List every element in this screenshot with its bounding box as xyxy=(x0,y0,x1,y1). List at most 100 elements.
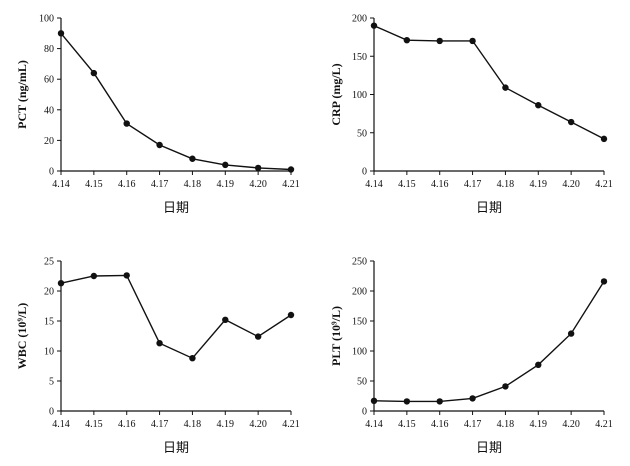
x-tick-label: 4.16 xyxy=(431,179,449,190)
y-axis-title: PCT (ng/mL) xyxy=(15,60,29,129)
x-tick-label: 4.20 xyxy=(562,179,580,190)
data-point xyxy=(469,37,476,45)
x-tick-label: 4.17 xyxy=(151,179,169,190)
x-tick-label: 4.20 xyxy=(249,419,267,430)
x-tick-label: 4.21 xyxy=(595,179,613,190)
data-point xyxy=(156,340,163,347)
x-tick-label: 4.15 xyxy=(398,179,416,190)
y-tick-label: 250 xyxy=(352,257,367,268)
data-point xyxy=(156,141,163,149)
x-tick-label: 4.20 xyxy=(562,419,580,430)
data-point xyxy=(254,164,262,172)
x-tick-label: 4.17 xyxy=(464,179,482,190)
x-tick-label: 4.15 xyxy=(85,419,103,430)
x-tick-label: 4.18 xyxy=(184,419,202,430)
data-point xyxy=(189,155,196,162)
data-point xyxy=(370,22,378,29)
data-point xyxy=(90,272,98,280)
y-tick-label: 200 xyxy=(352,287,367,298)
x-tick-label: 4.15 xyxy=(398,419,416,430)
x-tick-label: 4.17 xyxy=(151,419,169,430)
series-line xyxy=(373,281,605,403)
y-tick-label: 20 xyxy=(44,136,54,147)
x-tick-label: 4.18 xyxy=(497,179,515,190)
y-tick-label: 100 xyxy=(352,347,367,358)
data-point xyxy=(57,30,65,37)
y-tick-label: 100 xyxy=(352,90,367,101)
y-tick-label: 40 xyxy=(44,105,54,116)
x-tick-label: 4.17 xyxy=(464,419,482,430)
x-tick-label: 4.21 xyxy=(282,419,300,430)
data-point xyxy=(287,311,295,319)
data-point xyxy=(567,118,575,126)
data-point xyxy=(600,135,608,143)
data-point xyxy=(123,272,130,279)
y-axis-title: PLT (10⁹/L) xyxy=(329,306,343,366)
data-point xyxy=(502,383,509,390)
x-tick-label: 4.14 xyxy=(365,179,383,190)
y-tick-label: 50 xyxy=(357,377,367,388)
data-point xyxy=(502,84,509,91)
x-tick-label: 4.20 xyxy=(249,179,267,190)
data-point xyxy=(123,120,130,127)
x-tick-label: 4.16 xyxy=(118,419,136,430)
chart-panel-1: 0 20 40 60 80 100 4.14 4.15 4.16 4.17 4.18 4.19 4.20… xyxy=(15,14,300,217)
y-tick-label: 5 xyxy=(49,377,54,388)
y-tick-label: 50 xyxy=(357,128,367,139)
y-tick-label: 0 xyxy=(49,407,54,418)
data-point xyxy=(287,166,295,173)
data-point xyxy=(403,398,411,405)
data-point xyxy=(436,398,443,405)
y-tick-label: 25 xyxy=(44,257,54,268)
data-point xyxy=(469,395,476,402)
y-tick-label: 0 xyxy=(362,407,367,418)
y-tick-label: 80 xyxy=(44,44,54,55)
x-tick-label: 4.18 xyxy=(184,179,202,190)
x-tick-label: 4.21 xyxy=(595,419,613,430)
data-point xyxy=(222,316,229,323)
data-point xyxy=(189,355,196,362)
y-tick-label: 10 xyxy=(44,347,54,358)
series-line xyxy=(60,32,292,171)
data-point xyxy=(403,36,411,44)
y-tick-label: 60 xyxy=(44,75,54,86)
y-tick-label: 20 xyxy=(44,287,54,298)
x-tick-label: 4.14 xyxy=(365,419,383,430)
x-tick-label: 4.14 xyxy=(52,419,70,430)
data-point xyxy=(567,330,575,337)
data-point xyxy=(254,333,262,340)
data-point xyxy=(436,37,443,45)
y-tick-label: 100 xyxy=(39,14,54,25)
x-tick-label: 4.15 xyxy=(85,179,103,190)
x-tick-label: 4.19 xyxy=(217,179,235,190)
chart-panel-3: 0 5 10 15 20 25 4.14 4.15 4.16 4.17 4.18 4.19 4.20 4.… xyxy=(15,257,300,457)
x-tick-label: 4.16 xyxy=(431,419,449,430)
y-tick-label: 150 xyxy=(352,52,367,63)
y-tick-label: 200 xyxy=(352,14,367,25)
x-tick-label: 4.16 xyxy=(118,179,136,190)
data-point xyxy=(535,102,542,109)
x-tick-label: 4.19 xyxy=(217,419,235,430)
chart-panel-2: 0 50 100 150 200 4.14 4.15 4.16 4.17 4.18 4.19 4.20… xyxy=(329,14,613,217)
chart-panel-4: 0 50 100 150 200 250 4.14 4.15 4.16 4.17 4.18 4.19 4… xyxy=(329,257,613,457)
y-tick-label: 15 xyxy=(44,317,54,328)
y-tick-label: 0 xyxy=(362,167,367,178)
data-point xyxy=(535,361,542,368)
x-axis-title: 日期 xyxy=(163,441,189,456)
data-point xyxy=(600,278,608,285)
x-tick-label: 4.21 xyxy=(282,179,300,190)
x-tick-label: 4.19 xyxy=(530,179,548,190)
data-point xyxy=(370,397,378,404)
x-axis-title: 日期 xyxy=(163,201,189,216)
y-axis-title: WBC (10⁹/L) xyxy=(15,303,29,370)
x-axis-title: 日期 xyxy=(476,441,502,456)
data-point xyxy=(90,69,98,77)
data-point xyxy=(222,161,229,169)
series-line xyxy=(60,274,292,360)
series-line xyxy=(373,25,605,140)
x-tick-label: 4.14 xyxy=(52,179,70,190)
y-tick-label: 0 xyxy=(49,167,54,178)
y-tick-label: 150 xyxy=(352,317,367,328)
x-tick-label: 4.18 xyxy=(497,419,515,430)
